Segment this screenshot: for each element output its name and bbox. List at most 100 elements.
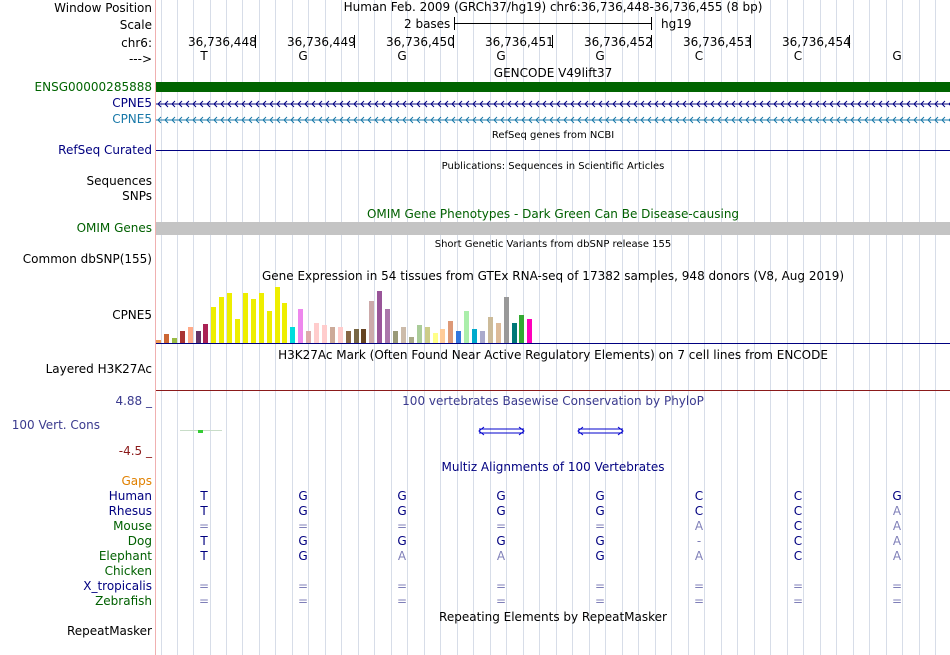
gtex-tissue-bar[interactable] xyxy=(495,323,501,343)
coord-label: 36,736,448 xyxy=(188,35,257,49)
gtex-tissue-bar[interactable] xyxy=(187,327,193,343)
gtex-tissue-bar[interactable] xyxy=(258,293,264,343)
reference-base: C xyxy=(694,49,704,63)
gtex-tissue-bar[interactable] xyxy=(179,331,185,343)
h3k27ac-track-label[interactable]: Layered H3K27Ac xyxy=(45,362,152,376)
guide-line xyxy=(193,0,194,655)
cpne5-b-strand-arrows xyxy=(156,115,950,124)
gtex-tissue-bar[interactable] xyxy=(464,311,470,343)
omim-track-title: OMIM Gene Phenotypes - Dark Green Can Be… xyxy=(366,207,740,221)
guide-line xyxy=(407,0,408,655)
sequences-track-label[interactable]: Sequences xyxy=(86,174,152,188)
gtex-tissue-bar[interactable] xyxy=(195,331,201,343)
gencode-gene-bar[interactable] xyxy=(156,82,950,92)
gtex-tissue-bar[interactable] xyxy=(242,293,248,343)
gtex-tissue-bar[interactable] xyxy=(171,338,177,343)
gtex-tissue-bar[interactable] xyxy=(479,331,485,343)
gtex-tissue-bar[interactable] xyxy=(203,324,209,343)
gtex-tissue-bar[interactable] xyxy=(321,325,327,343)
cpne5-label-b[interactable]: CPNE5 xyxy=(112,112,152,126)
gtex-tissue-bar[interactable] xyxy=(211,307,217,343)
gtex-tissue-bar[interactable] xyxy=(156,340,161,343)
guide-line xyxy=(242,0,243,655)
gtex-tissue-bar[interactable] xyxy=(519,315,525,343)
alignment-base: C xyxy=(694,489,704,503)
snps-track-label[interactable]: SNPs xyxy=(122,189,152,203)
gtex-bar-chart[interactable] xyxy=(156,283,950,343)
gtex-tissue-bar[interactable] xyxy=(163,334,169,343)
gtex-tissue-bar[interactable] xyxy=(385,309,391,343)
phylop-score-mark xyxy=(198,430,203,433)
gaps-track-label[interactable]: Gaps xyxy=(121,474,152,488)
refseq-track-label[interactable]: RefSeq Curated xyxy=(58,143,152,157)
cpne5-transcript-b[interactable] xyxy=(156,114,950,124)
species-label-chicken[interactable]: Chicken xyxy=(104,564,152,578)
gtex-tissue-bar[interactable] xyxy=(353,329,359,343)
species-label-zebrafish[interactable]: Zebrafish xyxy=(95,594,152,608)
gtex-tissue-bar[interactable] xyxy=(235,319,240,343)
gtex-tissue-bar[interactable] xyxy=(400,327,406,343)
gtex-tissue-bar[interactable] xyxy=(456,331,462,343)
species-label-rhesus[interactable]: Rhesus xyxy=(108,504,152,518)
gtex-tissue-bar[interactable] xyxy=(361,329,367,343)
gtex-track-label[interactable]: CPNE5 xyxy=(112,308,152,322)
gtex-tissue-bar[interactable] xyxy=(329,327,335,343)
guide-line xyxy=(457,0,458,655)
gtex-tissue-bar[interactable] xyxy=(432,333,438,343)
gtex-tissue-bar[interactable] xyxy=(448,321,454,343)
repeatmasker-track-label[interactable]: RepeatMasker xyxy=(66,624,152,638)
gtex-tissue-bar[interactable] xyxy=(424,327,430,343)
gtex-tissue-bar[interactable] xyxy=(440,329,446,343)
cpne5-transcript-a[interactable] xyxy=(156,98,950,108)
alignment-base: = xyxy=(594,579,606,593)
species-label-elephant[interactable]: Elephant xyxy=(98,549,152,563)
gtex-tissue-bar[interactable] xyxy=(314,323,319,343)
alignment-base: A xyxy=(694,519,704,533)
species-label-dog[interactable]: Dog xyxy=(127,534,152,548)
gtex-tissue-bar[interactable] xyxy=(250,299,256,343)
gtex-tissue-bar[interactable] xyxy=(227,293,233,343)
gtex-tissue-bar[interactable] xyxy=(393,331,398,343)
gtex-tissue-bar[interactable] xyxy=(408,337,414,343)
gtex-tissue-bar[interactable] xyxy=(511,323,517,343)
refseq-gene-line[interactable] xyxy=(156,150,950,151)
gtex-tissue-bar[interactable] xyxy=(290,327,296,343)
gtex-tissue-bar[interactable] xyxy=(298,309,304,343)
gtex-tissue-bar[interactable] xyxy=(472,329,477,343)
species-label-x_tropicalis[interactable]: X_tropicalis xyxy=(83,579,152,593)
label-separator xyxy=(155,0,156,655)
gtex-tissue-bar[interactable] xyxy=(282,303,288,343)
gtex-tissue-bar[interactable] xyxy=(487,317,493,343)
dbsnp-track-label[interactable]: Common dbSNP(155) xyxy=(22,252,152,266)
gtex-tissue-bar[interactable] xyxy=(503,297,509,343)
gtex-tissue-bar[interactable] xyxy=(377,291,383,343)
alignment-base: A xyxy=(892,519,902,533)
omim-track-label[interactable]: OMIM Genes xyxy=(76,221,152,235)
coord-label: 36,736,452 xyxy=(584,35,653,49)
chrom-label: chr6: xyxy=(121,36,152,50)
gtex-tissue-bar[interactable] xyxy=(369,301,375,343)
gtex-tissue-bar[interactable] xyxy=(274,287,280,343)
coord-tick xyxy=(750,35,751,48)
gtex-tissue-bar[interactable] xyxy=(219,297,225,343)
guide-line xyxy=(374,0,375,655)
species-label-human[interactable]: Human xyxy=(108,489,152,503)
gtex-tissue-bar[interactable] xyxy=(527,319,533,343)
gtex-tissue-bar[interactable] xyxy=(416,325,422,343)
publications-track-title: Publications: Sequences in Scientific Ar… xyxy=(441,161,665,172)
phylop-max-label: 4.88 _ xyxy=(115,394,152,408)
track-data-area[interactable]: Human Feb. 2009 (GRCh37/hg19) chr6:36,73… xyxy=(156,0,950,655)
guide-line xyxy=(440,0,441,655)
cpne5-label-a[interactable]: CPNE5 xyxy=(112,96,152,110)
guide-line xyxy=(473,0,474,655)
gtex-tissue-bar[interactable] xyxy=(306,331,312,343)
gtex-tissue-bar[interactable] xyxy=(266,311,272,343)
gtex-tissue-bar[interactable] xyxy=(337,327,343,343)
phylop-track-label[interactable]: 100 Vert. Cons xyxy=(11,418,100,432)
omim-gene-bar[interactable] xyxy=(156,222,950,235)
guide-line xyxy=(605,0,606,655)
gtex-tissue-bar[interactable] xyxy=(345,331,351,343)
species-label-mouse[interactable]: Mouse xyxy=(113,519,152,533)
gencode-track-label[interactable]: ENSG00000285888 xyxy=(34,80,152,94)
window-position-text: Human Feb. 2009 (GRCh37/hg19) chr6:36,73… xyxy=(343,0,763,14)
